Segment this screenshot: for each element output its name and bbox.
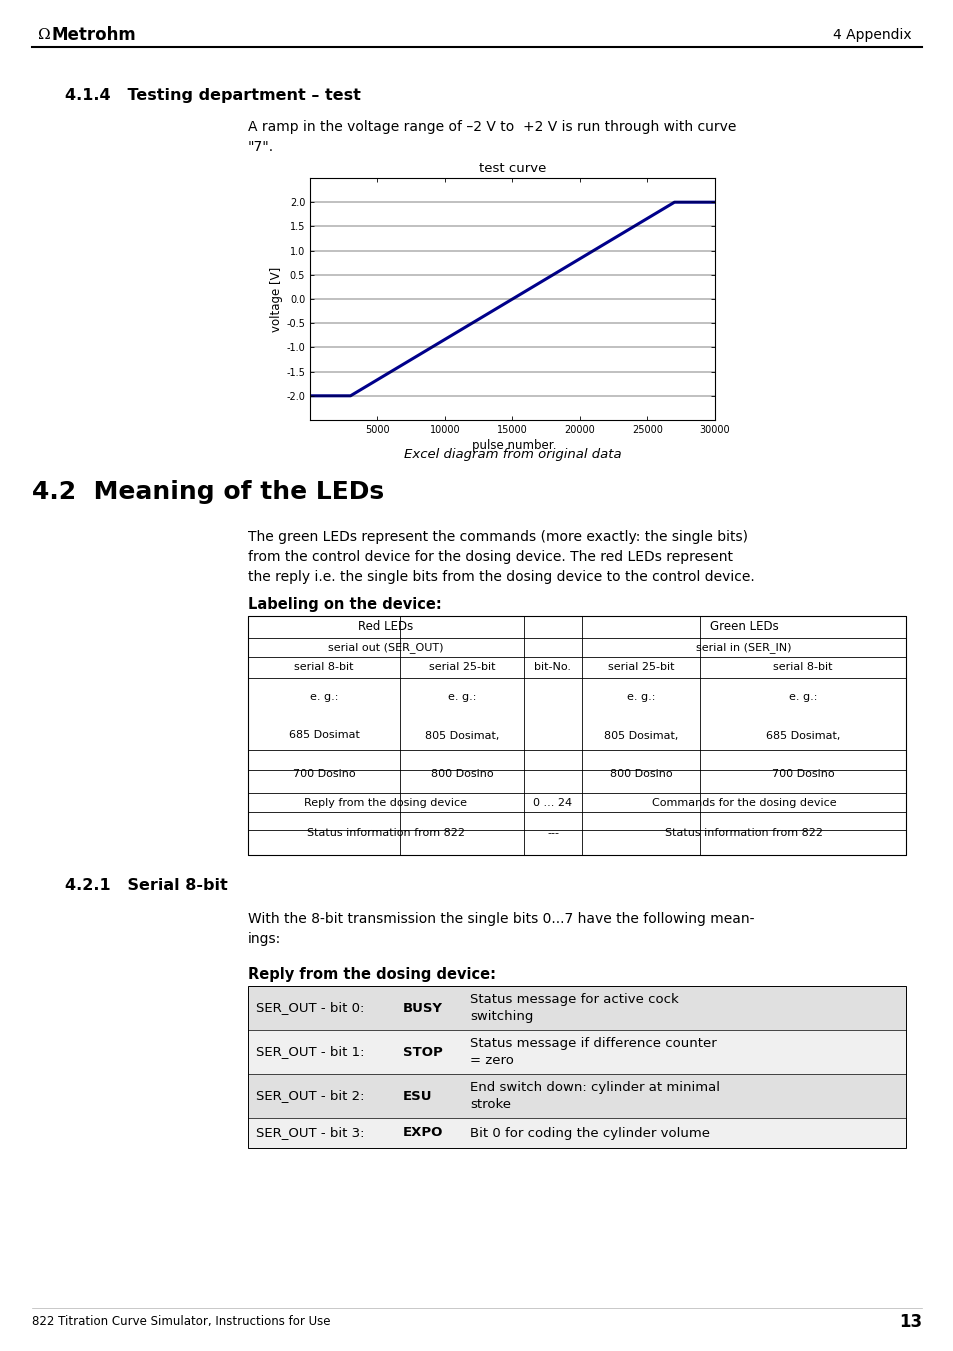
Text: Status message if difference counter
= zero: Status message if difference counter = z…: [470, 1036, 716, 1067]
Text: Reply from the dosing device: Reply from the dosing device: [304, 797, 467, 808]
Text: bit-No.: bit-No.: [534, 662, 571, 673]
Bar: [248, 986, 905, 1029]
Text: 0 ... 24: 0 ... 24: [533, 797, 572, 808]
Text: serial in (SER_IN): serial in (SER_IN): [696, 642, 791, 653]
Bar: [248, 1074, 905, 1119]
X-axis label: pulse number: pulse number: [471, 439, 553, 453]
Text: Ω: Ω: [38, 28, 51, 42]
Text: 805 Dosimat,: 805 Dosimat,: [424, 731, 498, 740]
Bar: [248, 1119, 905, 1148]
Text: 805 Dosimat,: 805 Dosimat,: [603, 731, 678, 740]
Bar: [248, 986, 905, 1148]
Text: The green LEDs represent the commands (more exactly: the single bits)
from the c: The green LEDs represent the commands (m…: [248, 530, 754, 584]
Text: BUSY: BUSY: [402, 1001, 442, 1015]
Text: A ramp in the voltage range of –2 V to  +2 V is run through with curve
"7".: A ramp in the voltage range of –2 V to +…: [248, 120, 736, 154]
Text: Red LEDs: Red LEDs: [358, 620, 414, 634]
Text: serial 8-bit: serial 8-bit: [294, 662, 354, 673]
Text: e. g.:: e. g.:: [447, 692, 476, 703]
Text: SER_OUT - bit 1:: SER_OUT - bit 1:: [255, 1046, 364, 1058]
Text: serial out (SER_OUT): serial out (SER_OUT): [328, 642, 443, 653]
Text: Reply from the dosing device:: Reply from the dosing device:: [248, 967, 496, 982]
Bar: [248, 1029, 905, 1074]
Text: Metrohm: Metrohm: [52, 26, 136, 45]
Text: e. g.:: e. g.:: [788, 692, 817, 703]
Text: EXPO: EXPO: [402, 1127, 443, 1139]
Text: ---: ---: [546, 828, 558, 839]
Text: STOP: STOP: [402, 1046, 442, 1058]
Text: 4.1.4   Testing department – test: 4.1.4 Testing department – test: [65, 88, 360, 103]
Text: SER_OUT - bit 2:: SER_OUT - bit 2:: [255, 1089, 364, 1102]
Text: Labeling on the device:: Labeling on the device:: [248, 597, 441, 612]
Text: 4.2  Meaning of the LEDs: 4.2 Meaning of the LEDs: [32, 480, 384, 504]
Text: End switch down: cylinder at minimal
stroke: End switch down: cylinder at minimal str…: [470, 1081, 720, 1112]
Text: SER_OUT - bit 3:: SER_OUT - bit 3:: [255, 1127, 364, 1139]
Text: 800 Dosino: 800 Dosino: [430, 769, 493, 778]
Text: Commands for the dosing device: Commands for the dosing device: [651, 797, 836, 808]
Y-axis label: voltage [V]: voltage [V]: [271, 266, 283, 331]
Bar: [248, 616, 905, 855]
Text: Status message for active cock
switching: Status message for active cock switching: [470, 993, 678, 1023]
Text: 800 Dosino: 800 Dosino: [609, 769, 672, 778]
Text: 13: 13: [898, 1313, 921, 1331]
Text: ESU: ESU: [402, 1089, 432, 1102]
Text: e. g.:: e. g.:: [626, 692, 655, 703]
Title: test curve: test curve: [478, 162, 546, 176]
Text: 4.2.1   Serial 8-bit: 4.2.1 Serial 8-bit: [65, 878, 228, 893]
Text: 4 Appendix: 4 Appendix: [833, 28, 911, 42]
Text: 700 Dosino: 700 Dosino: [771, 769, 834, 778]
Text: 822 Titration Curve Simulator, Instructions for Use: 822 Titration Curve Simulator, Instructi…: [32, 1316, 330, 1328]
Text: With the 8-bit transmission the single bits 0...7 have the following mean-
ings:: With the 8-bit transmission the single b…: [248, 912, 754, 946]
Text: serial 25-bit: serial 25-bit: [607, 662, 674, 673]
Text: Status information from 822: Status information from 822: [664, 828, 822, 839]
Text: Excel diagram from original data: Excel diagram from original data: [403, 449, 620, 461]
Text: 685 Dosimat,: 685 Dosimat,: [765, 731, 840, 740]
Text: 700 Dosino: 700 Dosino: [293, 769, 355, 778]
Text: Status information from 822: Status information from 822: [307, 828, 464, 839]
Text: SER_OUT - bit 0:: SER_OUT - bit 0:: [255, 1001, 364, 1015]
Text: serial 8-bit: serial 8-bit: [773, 662, 832, 673]
Text: 685 Dosimat: 685 Dosimat: [288, 731, 359, 740]
Text: e. g.:: e. g.:: [310, 692, 337, 703]
Text: Bit 0 for coding the cylinder volume: Bit 0 for coding the cylinder volume: [470, 1127, 709, 1139]
Text: Green LEDs: Green LEDs: [709, 620, 778, 634]
Text: serial 25-bit: serial 25-bit: [428, 662, 495, 673]
